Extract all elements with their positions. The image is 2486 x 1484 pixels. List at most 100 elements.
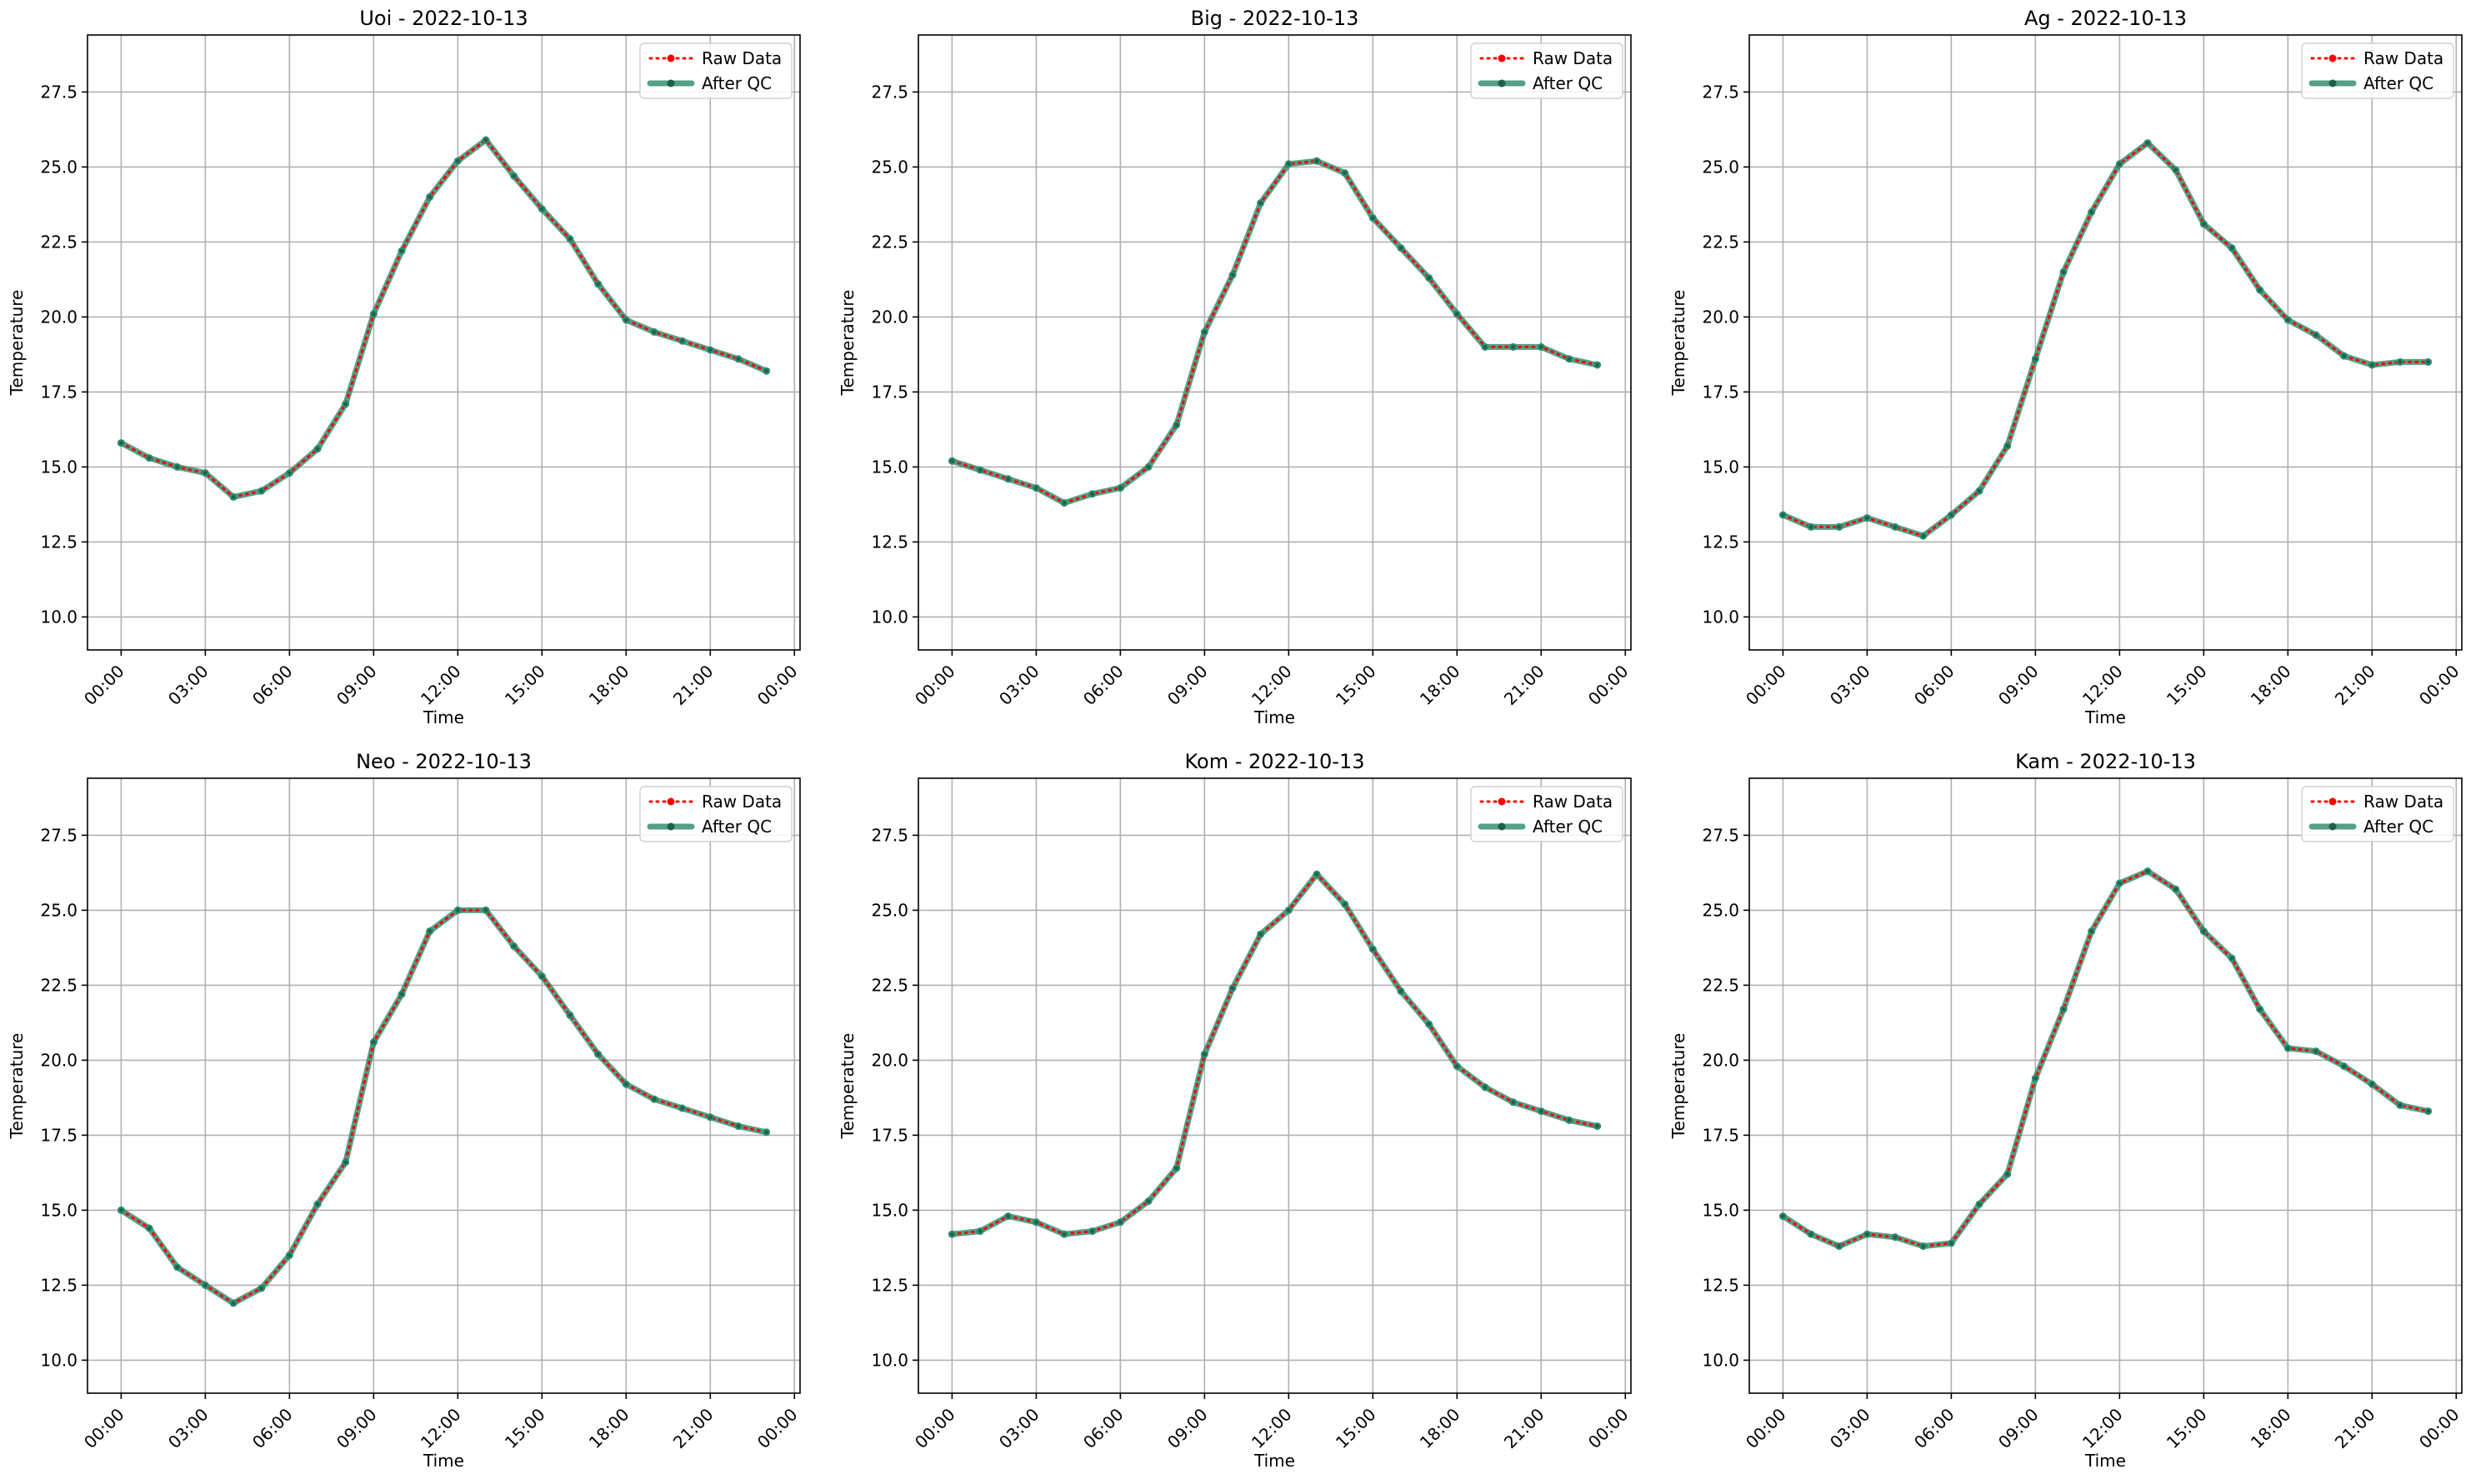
x-tick-label: 03:00 [1826,1404,1874,1452]
data-point-after-qc-core [119,441,123,445]
data-point-after-qc-core [736,357,741,361]
data-point-after-qc-core [1595,362,1599,367]
legend: Raw Data After QC [2301,42,2454,99]
data-point-after-qc-core [1977,489,1982,493]
series-line-raw-data [119,137,768,499]
data-point-after-qc-core [483,137,488,142]
series-line-raw-data [950,872,1599,1236]
data-point-after-qc-core [343,402,348,406]
y-tick-label: 22.5 [1702,975,1739,995]
data-point-after-qc-core [512,174,516,178]
series-line-after-qc [948,871,1601,1237]
x-tick-label: 15:00 [501,1404,549,1452]
x-tick-label: 09:00 [1994,661,2043,709]
y-tick-label: 22.5 [871,975,908,995]
data-point-after-qc-core [2089,929,2093,933]
x-tick-label: 21:00 [1500,661,1548,709]
data-point-after-qc-core [2202,929,2206,933]
x-tick-label: 12:00 [1248,661,1296,709]
y-tick-label: 12.5 [40,1275,78,1295]
legend: Raw Data After QC [639,42,793,99]
data-point-after-qc-core [456,159,460,163]
x-tick-label: 18:00 [585,1404,633,1452]
y-axis-label: Temperature [1668,290,1688,397]
data-point-after-qc-core [978,1229,983,1233]
data-point-after-qc-core [2370,362,2374,367]
data-point-after-qc-core [399,249,404,253]
x-tick-label: 18:00 [585,661,633,709]
data-point-after-qc-core [2313,332,2318,337]
y-tick-label: 25.0 [40,900,78,920]
data-point-after-qc-core [119,1208,123,1212]
data-point-after-qc-core [2145,141,2150,145]
data-point-after-qc-core [2061,1007,2066,1012]
data-point-after-qc-core [175,1265,179,1270]
data-point-after-qc-core [203,1283,208,1287]
data-point-after-qc-core [372,312,376,316]
data-point-after-qc-core [596,282,600,286]
data-point-after-qc-core [1174,1166,1178,1171]
data-point-after-qc-core [1921,534,1925,538]
x-tick-label: 00:00 [911,661,959,709]
y-tick-label: 27.5 [871,825,908,845]
data-point-after-qc-core [2202,222,2206,226]
x-tick-label: 09:00 [1163,1404,1212,1452]
y-tick-label: 10.0 [1702,1350,1739,1370]
data-point-after-qc-core [1949,512,1953,517]
data-point-after-qc-core [2229,956,2234,961]
legend: Raw Data After QC [639,786,793,842]
data-point-after-qc-core [1567,357,1572,361]
y-axis-label: Temperature [7,290,27,397]
data-point-after-qc-core [1203,1052,1207,1057]
data-point-after-qc-core [2426,1109,2430,1113]
plot-frame [1748,34,2463,651]
data-point-after-qc-core [1398,246,1403,250]
data-point-after-qc-core [1865,516,1869,520]
data-point-after-qc-core [203,471,208,475]
data-point-after-qc-core [2118,162,2122,166]
x-tick-label: 21:00 [669,1404,718,1452]
data-point-after-qc-core [1314,159,1319,163]
x-tick-label: 15:00 [2163,661,2211,709]
y-tick-label: 27.5 [40,825,78,845]
legend-marker-after-qc [667,822,675,831]
x-tick-label: 06:00 [1910,1404,1958,1452]
data-point-after-qc-core [1511,345,1515,349]
x-tick-label: 03:00 [1826,661,1874,709]
data-point-after-qc-core [259,1286,263,1291]
y-tick-label: 20.0 [871,307,908,327]
legend-label-raw-data: Raw Data [702,792,782,812]
data-point-after-qc-core [1118,1220,1123,1225]
x-tick-label: 18:00 [1416,1404,1464,1452]
x-tick-label: 18:00 [1416,661,1464,709]
x-tick-label: 00:00 [1584,661,1633,709]
data-point-after-qc-core [1090,492,1094,496]
series-line-raw-data [950,159,1599,505]
data-point-after-qc-core [1893,525,1898,529]
data-point-after-qc-core [2229,246,2234,250]
data-point-after-qc-core [978,467,983,472]
data-point-after-qc-core [1118,486,1123,490]
data-point-after-qc-core [2005,444,2009,448]
x-tick-label: 00:00 [753,1404,802,1452]
y-tick-label: 15.0 [1702,1200,1739,1220]
data-point-after-qc-core [1090,1229,1094,1233]
data-point-after-qc-core [1483,345,1488,349]
y-tick-label: 25.0 [1702,157,1739,177]
y-tick-label: 22.5 [40,975,78,995]
series-line-after-qc [118,907,770,1307]
y-tick-label: 25.0 [871,157,908,177]
plot-frame [1748,777,2463,1394]
y-tick-label: 20.0 [1702,307,1739,327]
data-point-after-qc-core [315,1202,320,1207]
x-tick-label: 00:00 [1742,661,1790,709]
y-tick-label: 17.5 [1702,382,1739,402]
series-line-after-qc [948,157,1601,507]
legend-marker-after-qc [1498,79,1506,87]
data-point-after-qc-core [288,1253,292,1257]
x-tick-label: 00:00 [80,1404,128,1452]
legend-label-after-qc: After QC [1533,817,1603,837]
legend-label-after-qc: After QC [702,817,772,837]
data-point-after-qc-core [1146,1199,1151,1203]
data-point-after-qc-core [1034,1220,1038,1225]
